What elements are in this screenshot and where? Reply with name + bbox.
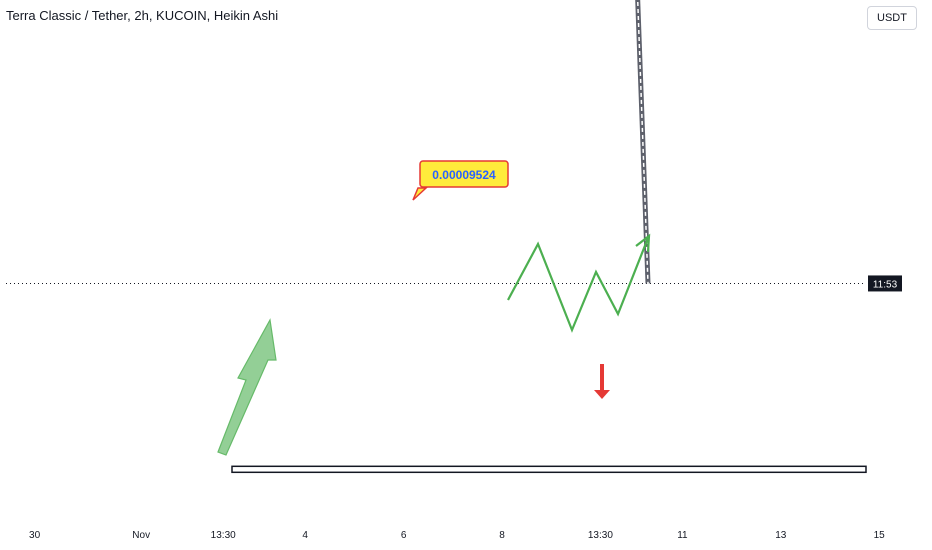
callout-text: 0.00009524 [432, 168, 496, 182]
overlays-layer: 0.00009524 [6, 0, 867, 474]
x-tick-label: 30 [29, 530, 41, 541]
projection-path [507, 237, 650, 333]
bullish-arrow [217, 318, 277, 456]
projection-arrowhead [635, 233, 651, 253]
x-tick-label: 13:30 [588, 530, 613, 541]
chart-title: Terra Classic / Tether, 2h, KUCOIN, Heik… [6, 8, 279, 23]
descending-trendline-inner [636, 0, 649, 284]
x-tick-label: 4 [302, 530, 308, 541]
descending-trendline [635, 0, 651, 284]
x-tick-label: 6 [401, 530, 407, 541]
x-tick-label: 13:30 [211, 530, 236, 541]
x-tick-label: Nov [132, 530, 150, 541]
x-tick-label: 11 [677, 530, 688, 541]
bearish-arrow-head [594, 390, 610, 399]
current-price-label: 11:53 [873, 279, 898, 290]
currency-selector[interactable]: USDT [867, 6, 917, 30]
x-tick-label: 8 [499, 530, 505, 541]
callout-pointer [412, 187, 428, 201]
y-axis: 0.000104000.000100000.000098000.00009600… [868, 275, 902, 292]
x-tick-label: 13 [775, 530, 787, 541]
x-tick-label: 15 [874, 530, 886, 541]
callout-box [419, 160, 509, 188]
current-price-tag [868, 275, 902, 292]
support-line [231, 465, 867, 474]
